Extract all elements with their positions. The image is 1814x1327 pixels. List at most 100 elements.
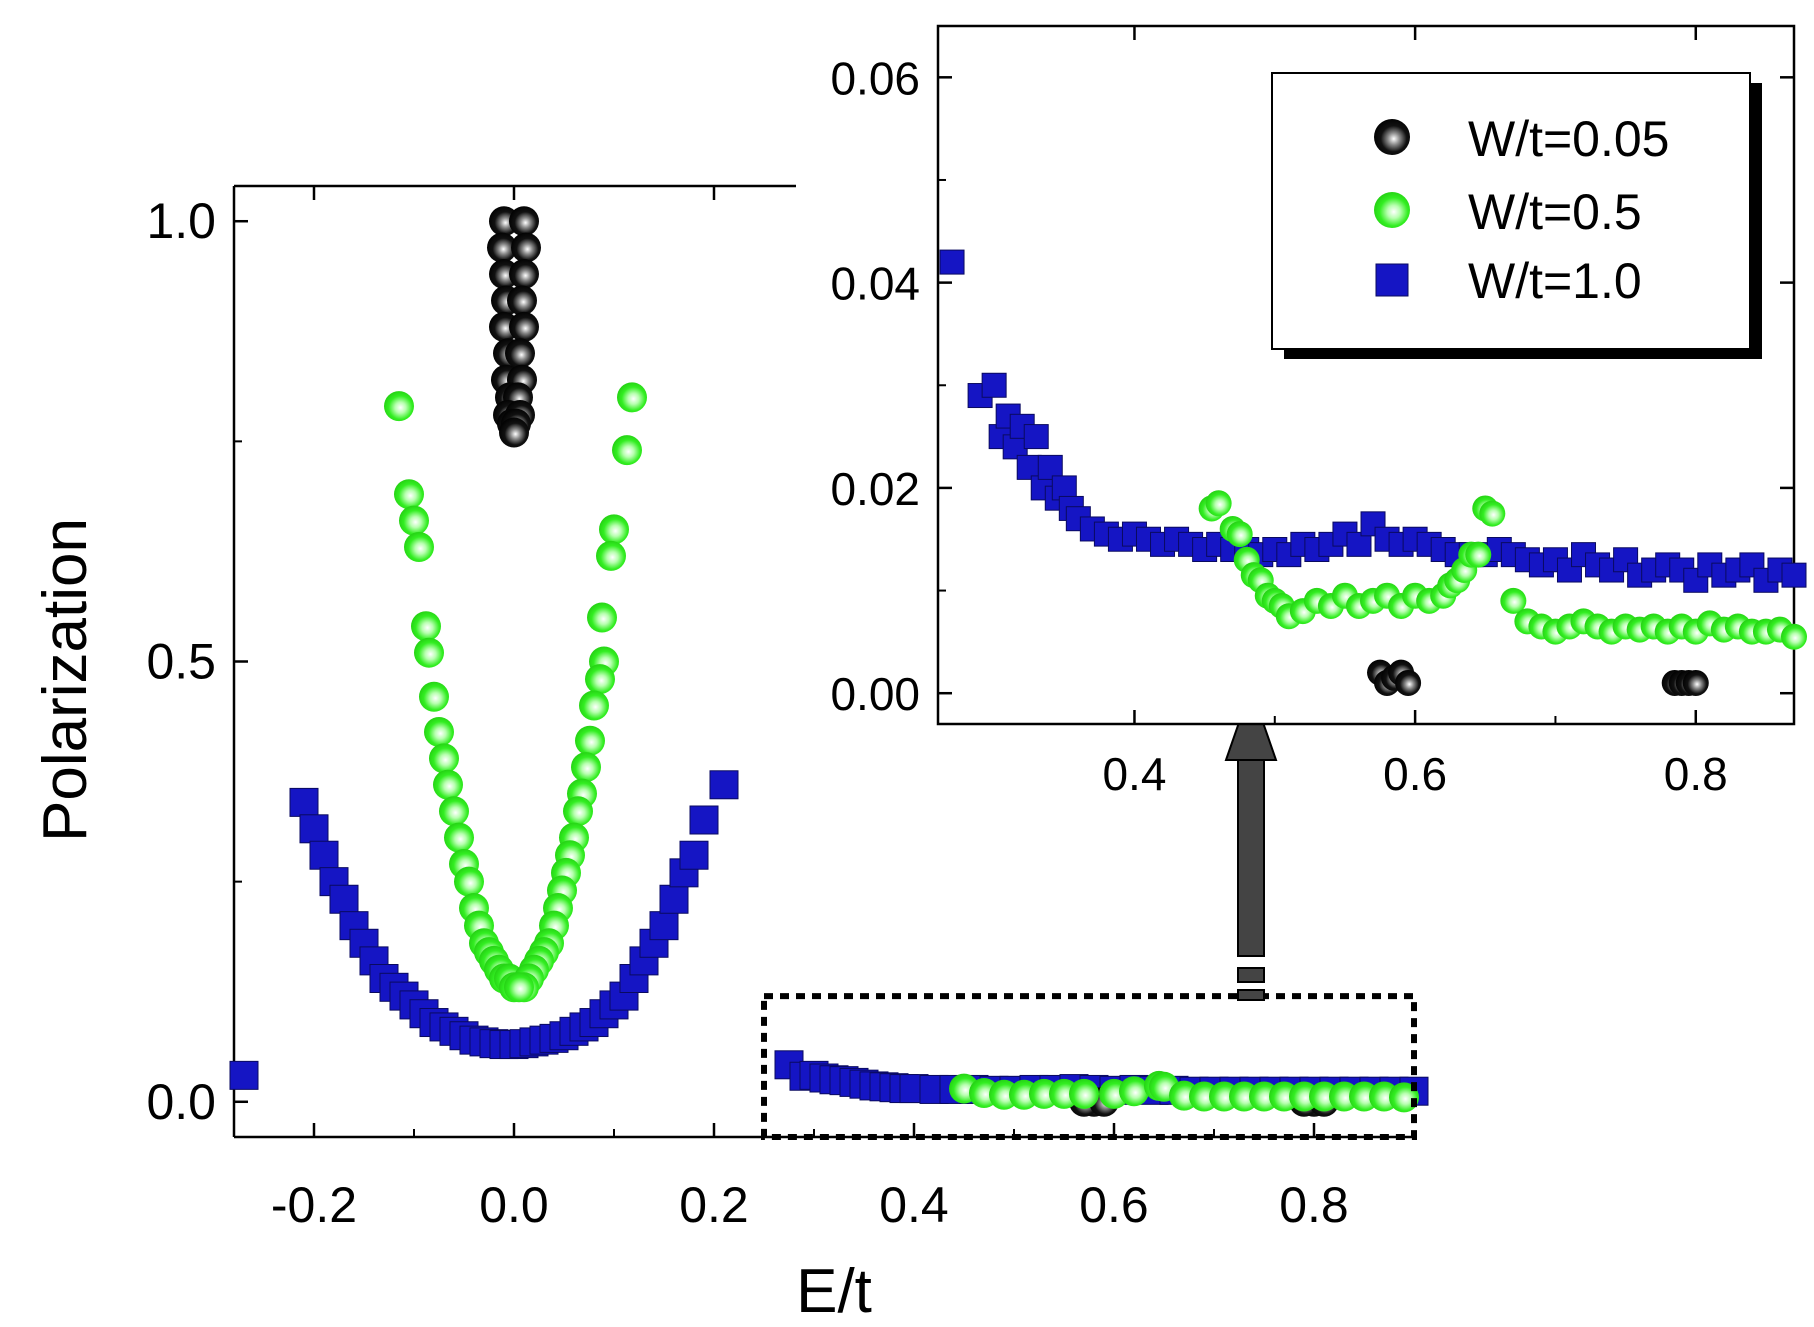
main-point-wt05-20 bbox=[439, 796, 469, 827]
main-point-wt05-26 bbox=[454, 866, 484, 897]
main-xtick-label-5: 0.8 bbox=[1279, 1177, 1349, 1233]
inset-plot: 0.4 0.6 0.8 0.00 0.02 0.04 0.06 W/t=0.05 W/t=0… bbox=[830, 24, 1807, 800]
main-point-wt05-23 bbox=[563, 796, 593, 827]
main-point-wt10-42 bbox=[709, 770, 739, 800]
main-point-wt05-7 bbox=[596, 540, 626, 571]
main-point-wt005-1 bbox=[509, 206, 539, 237]
inset-xtick-label-1: 0.6 bbox=[1383, 748, 1447, 800]
main-point-wt05-10 bbox=[414, 637, 444, 668]
main-point-wt005-7 bbox=[507, 285, 537, 316]
inset-ytick-label-2: 0.04 bbox=[830, 258, 920, 310]
inset-series-wt005 bbox=[1367, 659, 1709, 696]
inset-point-wt10-0 bbox=[939, 249, 965, 275]
inset-point-wt10-7 bbox=[1016, 454, 1042, 480]
main-plot: -0.2 0.0 0.2 0.4 0.6 0.8 0.0 0.5 1.0 bbox=[146, 184, 1429, 1233]
main-point-wt05-8 bbox=[411, 611, 441, 642]
arrow-shaft bbox=[1237, 757, 1265, 957]
main-point-wt10-3 bbox=[309, 840, 339, 870]
main-point-wt05-0 bbox=[384, 391, 414, 422]
legend-label-w05: W/t=0.5 bbox=[1468, 184, 1642, 240]
main-point-wt10-38 bbox=[659, 884, 689, 914]
main-point-wt05-54 bbox=[1069, 1078, 1099, 1109]
arrow-dash-2 bbox=[1237, 967, 1265, 983]
legend-label-w10: W/t=1.0 bbox=[1468, 253, 1642, 309]
main-point-wt05-5 bbox=[599, 514, 629, 545]
main-series bbox=[229, 206, 1429, 1117]
inset-point-wt05-49 bbox=[1781, 623, 1807, 650]
inset-ticks: 0.4 0.6 0.8 0.00 0.02 0.04 0.06 bbox=[830, 26, 1794, 800]
main-ticks: -0.2 0.0 0.2 0.4 0.6 0.8 0.0 0.5 1.0 bbox=[146, 186, 1349, 1233]
inset-point-wt10-34 bbox=[1346, 531, 1372, 557]
inset-ytick-label-3: 0.06 bbox=[830, 52, 920, 104]
inset-ytick-label-0: 0.00 bbox=[830, 668, 920, 720]
main-point-wt05-13 bbox=[585, 664, 615, 695]
main-xtick-label-0: -0.2 bbox=[271, 1177, 357, 1233]
main-point-wt05-4 bbox=[399, 505, 429, 536]
arrow-dash-1 bbox=[1237, 989, 1265, 1001]
main-xtick-label-3: 0.4 bbox=[879, 1177, 949, 1233]
inset-ytick-label-1: 0.02 bbox=[830, 463, 920, 515]
inset-series-wt05 bbox=[1198, 490, 1807, 650]
main-xtick-label-1: 0.0 bbox=[479, 1177, 549, 1233]
main-point-wt05-56 bbox=[1119, 1076, 1149, 1107]
main-point-wt005-11 bbox=[505, 338, 535, 369]
main-point-wt005-3 bbox=[511, 232, 541, 263]
main-point-wt05-19 bbox=[571, 752, 601, 783]
inset-point-wt005-8 bbox=[1682, 669, 1709, 696]
inset-point-wt05-29 bbox=[1500, 587, 1527, 614]
inset-point-wt05-28 bbox=[1479, 500, 1506, 527]
inset-point-wt05-26 bbox=[1465, 541, 1492, 568]
main-point-wt05-14 bbox=[424, 716, 454, 747]
inset-point-wt10-8 bbox=[1023, 424, 1049, 450]
legend: W/t=0.05 W/t=0.5 W/t=1.0 bbox=[1271, 72, 1762, 359]
legend-box bbox=[1271, 72, 1751, 350]
legend-marker-w005 bbox=[1374, 119, 1410, 155]
main-point-wt10-5 bbox=[329, 884, 359, 914]
main-ytick-label-1: 0.5 bbox=[146, 634, 216, 690]
main-point-wt005-20 bbox=[499, 417, 529, 448]
main-point-wt05-17 bbox=[575, 725, 605, 756]
inset-point-wt05-3 bbox=[1226, 521, 1253, 548]
inset-point-wt05-1 bbox=[1205, 490, 1232, 517]
main-xtick-label-4: 0.6 bbox=[1079, 1177, 1149, 1233]
main-ytick-label-0: 0.0 bbox=[146, 1074, 216, 1130]
inset-point-wt10-5 bbox=[1002, 434, 1028, 460]
main-point-wt05-2 bbox=[394, 479, 424, 510]
inset-point-wt10-65 bbox=[1781, 562, 1807, 588]
inset-point-wt10-2 bbox=[981, 372, 1007, 398]
legend-marker-w05 bbox=[1374, 192, 1410, 228]
main-point-wt05-15 bbox=[579, 690, 609, 721]
main-point-wt05-22 bbox=[444, 822, 474, 853]
zoom-arrow bbox=[1224, 684, 1278, 1001]
main-series-wt05 bbox=[384, 382, 1419, 1113]
inset-xtick-label-2: 0.8 bbox=[1664, 748, 1728, 800]
main-point-wt005-9 bbox=[509, 311, 539, 342]
main-point-wt05-18 bbox=[433, 769, 463, 800]
main-point-wt10-40 bbox=[679, 840, 709, 870]
main-point-wt10-2 bbox=[299, 814, 329, 844]
main-point-wt10-37 bbox=[649, 911, 679, 941]
legend-label-w005: W/t=0.05 bbox=[1468, 111, 1670, 167]
main-point-wt005-5 bbox=[509, 259, 539, 290]
main-point-wt05-16 bbox=[429, 743, 459, 774]
main-point-wt05-1 bbox=[617, 382, 647, 413]
main-point-wt05-3 bbox=[612, 435, 642, 466]
main-point-wt10-41 bbox=[689, 805, 719, 835]
main-point-wt05-6 bbox=[404, 532, 434, 563]
main-ytick-label-2: 1.0 bbox=[146, 193, 216, 249]
zoom-box bbox=[761, 993, 1417, 1140]
main-point-wt05-12 bbox=[419, 681, 449, 712]
inset-point-wt10-12 bbox=[1051, 475, 1077, 501]
inset-xtick-label-0: 0.4 bbox=[1102, 748, 1166, 800]
inset-point-wt005-4 bbox=[1395, 669, 1422, 696]
x-axis-title: E/t bbox=[796, 1257, 872, 1326]
main-point-wt005-2 bbox=[487, 232, 517, 263]
legend-marker-w10 bbox=[1375, 263, 1409, 297]
y-axis-title: Polarization bbox=[31, 518, 100, 842]
main-point-wt05-9 bbox=[587, 602, 617, 633]
inset-series bbox=[939, 249, 1807, 696]
main-point-wt10-1 bbox=[289, 787, 319, 817]
inset-point-wt10-10 bbox=[1037, 454, 1063, 480]
main-point-wt10-0 bbox=[229, 1060, 259, 1090]
